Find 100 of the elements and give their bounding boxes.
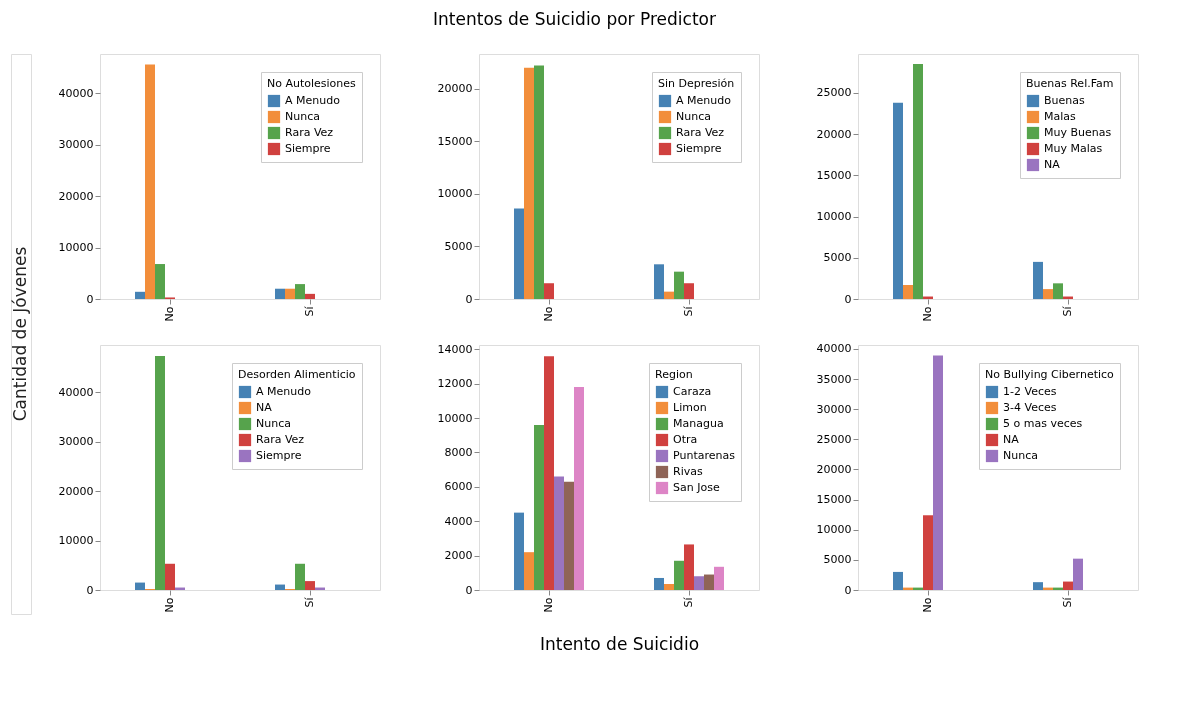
legend-label: Nunca (256, 417, 291, 430)
bar (704, 574, 714, 590)
bar (544, 283, 554, 299)
y-tick-label: 14000 (437, 342, 473, 356)
y-tick-label: 25000 (816, 86, 852, 100)
bar (664, 583, 674, 590)
bar (893, 571, 903, 590)
y-tick-label: 12000 (437, 377, 473, 391)
legend-label: Caraza (673, 385, 712, 398)
bar (295, 563, 305, 590)
legend-label: Limon (673, 401, 707, 414)
x-tick-label: Sí (1061, 596, 1074, 608)
bar (714, 566, 724, 590)
y-tick-label: 0 (465, 583, 473, 597)
legend-title: Sin Depresión (658, 77, 735, 90)
y-tick-label: 5000 (823, 553, 852, 567)
y-tick-label: 35000 (816, 372, 852, 386)
bar (684, 544, 694, 590)
y-tick-label: 0 (86, 292, 94, 306)
y-tick-label: 20000 (58, 484, 94, 498)
y-tick-label: 40000 (58, 385, 94, 399)
legend-label: Nunca (1003, 449, 1038, 462)
y-tick-label: 6000 (444, 480, 473, 494)
y-tick-label: 0 (844, 583, 852, 597)
bar (514, 208, 524, 299)
legend-title: No Autolesiones (267, 77, 357, 90)
legend-label: Rivas (673, 465, 703, 478)
bar (155, 355, 165, 590)
legend-label: San Jose (673, 481, 720, 494)
y-tick-label: 30000 (58, 138, 94, 152)
legend-label: Puntarenas (673, 449, 736, 462)
legend-label: A Menudo (256, 385, 312, 398)
bar (534, 424, 544, 590)
y-tick-label: 5000 (444, 239, 473, 253)
legend-label: Nunca (676, 110, 711, 123)
legend-label: Nunca (285, 110, 320, 123)
legend-label: Rara Vez (676, 126, 725, 139)
bar (893, 102, 903, 299)
legend-label: NA (1003, 433, 1020, 446)
y-tick-label: 25000 (816, 432, 852, 446)
bar (305, 293, 315, 299)
y-tick-label: 10000 (437, 411, 473, 425)
bar (544, 356, 554, 590)
y-tick-label: 15000 (437, 134, 473, 148)
legend-label: Managua (673, 417, 724, 430)
legend-label: 5 o mas veces (1003, 417, 1083, 430)
legend-label: Siempre (256, 449, 302, 462)
bar (923, 515, 933, 590)
bar (275, 584, 285, 590)
legend-label: Buenas (1044, 94, 1085, 107)
y-tick-label: 10000 (58, 534, 94, 548)
bar (275, 288, 285, 299)
y-tick-label: 0 (86, 583, 94, 597)
bar (285, 288, 295, 299)
x-tick-label: Sí (1061, 305, 1074, 317)
bar (1073, 558, 1083, 590)
x-tick-label: No (542, 306, 555, 322)
bar (664, 291, 674, 299)
x-tick-label: No (921, 597, 934, 613)
y-tick-label: 10000 (816, 523, 852, 537)
bar (1033, 582, 1043, 590)
legend-label: NA (256, 401, 273, 414)
y-tick-label: 15000 (816, 168, 852, 182)
x-tick-label: Sí (303, 305, 316, 317)
bar (145, 64, 155, 299)
bar (933, 355, 943, 590)
bar (165, 563, 175, 590)
y-tick-label: 2000 (444, 549, 473, 563)
bar (903, 284, 913, 299)
bar (135, 582, 145, 590)
legend-label: NA (1044, 158, 1061, 171)
bar (1053, 283, 1063, 299)
bar (1033, 261, 1043, 299)
bar (654, 264, 664, 299)
y-tick-label: 10000 (58, 241, 94, 255)
y-tick-label: 0 (465, 292, 473, 306)
x-axis-title: Intento de Suicidio (539, 634, 700, 655)
y-tick-label: 30000 (58, 435, 94, 449)
bar (674, 271, 684, 299)
bar (524, 67, 534, 299)
chart-title: Intentos de Suicidio por Predictor (433, 8, 716, 29)
legend-label: Muy Buenas (1044, 126, 1112, 139)
legend-label: Muy Malas (1044, 142, 1103, 155)
bar (295, 284, 305, 299)
bar (564, 481, 574, 590)
y-axis-title: Cantidad de Jóvenes (10, 246, 30, 422)
x-tick-label: No (163, 306, 176, 322)
bar (524, 552, 534, 590)
y-tick-label: 4000 (444, 514, 473, 528)
x-tick-label: No (921, 306, 934, 322)
bar (554, 476, 564, 590)
x-tick-label: No (163, 597, 176, 613)
legend-label: A Menudo (285, 94, 341, 107)
legend-label: Rara Vez (285, 126, 334, 139)
legend-label: A Menudo (676, 94, 732, 107)
x-tick-label: Sí (682, 596, 695, 608)
legend-title: Buenas Rel.Fam (1026, 77, 1114, 90)
bar (913, 63, 923, 299)
legend-label: 1-2 Veces (1003, 385, 1057, 398)
y-tick-label: 8000 (444, 445, 473, 459)
